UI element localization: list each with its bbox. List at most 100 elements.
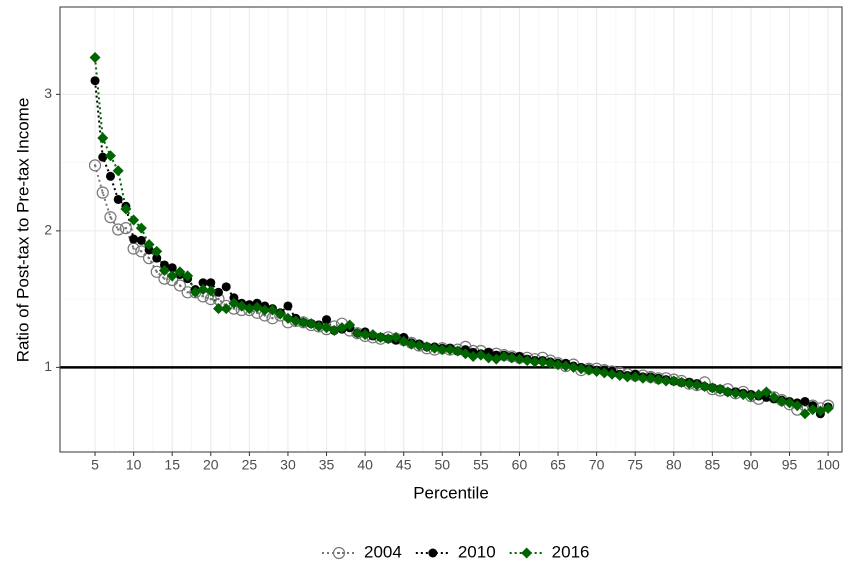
point-dot	[109, 216, 112, 219]
point	[390, 331, 402, 343]
point	[313, 320, 325, 332]
point	[221, 282, 231, 292]
point	[152, 253, 162, 263]
point	[129, 234, 139, 244]
point	[297, 316, 309, 328]
x-tick-label: 35	[319, 457, 335, 473]
point-dot	[140, 250, 143, 253]
point	[351, 327, 363, 339]
point	[167, 263, 177, 273]
point	[421, 341, 433, 353]
x-tick-label: 65	[550, 457, 566, 473]
point	[668, 375, 680, 387]
point-dot	[132, 247, 135, 250]
point	[174, 266, 186, 278]
point	[768, 391, 780, 403]
point-dot	[201, 295, 205, 298]
x-tick-label: 100	[816, 457, 840, 473]
y-tick-label: 2	[44, 222, 52, 238]
point	[213, 287, 223, 297]
point	[521, 547, 533, 559]
point-dot	[337, 551, 341, 555]
point	[822, 402, 834, 414]
point	[182, 270, 194, 282]
point	[537, 356, 549, 368]
point	[105, 171, 115, 181]
point	[544, 357, 556, 369]
point	[800, 396, 810, 406]
x-tick-label: 55	[473, 457, 489, 473]
point	[267, 304, 279, 316]
point	[444, 344, 456, 356]
point-dot	[93, 164, 97, 167]
point	[567, 361, 579, 373]
x-tick-label: 15	[164, 457, 180, 473]
x-tick-label: 60	[512, 457, 528, 473]
x-tick-label: 85	[705, 457, 721, 473]
point	[722, 386, 734, 398]
point	[706, 382, 718, 394]
point	[375, 331, 387, 343]
point	[128, 214, 140, 226]
x-tick-label: 10	[126, 457, 142, 473]
point-dot	[116, 228, 120, 231]
point	[598, 367, 610, 379]
y-tick-label: 1	[44, 358, 52, 374]
point	[691, 379, 703, 391]
point	[205, 285, 217, 297]
x-tick-label: 40	[357, 457, 373, 473]
point	[730, 387, 742, 399]
point	[606, 368, 618, 380]
x-tick-label: 25	[242, 457, 258, 473]
point	[521, 355, 533, 367]
x-tick-label: 30	[280, 457, 296, 473]
x-tick-label: 95	[782, 457, 798, 473]
point-dot	[209, 297, 212, 301]
point	[98, 152, 108, 162]
point	[97, 132, 109, 144]
point	[614, 370, 626, 382]
point	[791, 400, 803, 412]
point	[513, 353, 525, 365]
point	[158, 264, 170, 276]
point	[359, 329, 371, 341]
point	[136, 235, 146, 245]
point	[112, 165, 124, 177]
point	[206, 278, 216, 288]
point-ring	[119, 222, 132, 235]
x-tick-label: 45	[396, 457, 412, 473]
point	[143, 239, 155, 251]
point	[560, 360, 572, 372]
legend: 2004 2010 2016	[322, 542, 589, 561]
point-ring	[104, 211, 117, 224]
y-axis-title: Ratio of Post-tax to Pre-tax Income	[13, 98, 32, 363]
point	[274, 308, 286, 320]
point	[173, 279, 187, 292]
point	[135, 222, 147, 234]
point	[506, 352, 518, 364]
point-dot	[271, 317, 274, 320]
point	[776, 395, 788, 407]
panel-border	[59, 6, 843, 453]
point-dot	[163, 277, 166, 280]
point	[104, 150, 116, 162]
point	[436, 344, 448, 356]
point-dot	[101, 191, 104, 194]
point	[652, 374, 664, 386]
panel-background	[60, 7, 842, 452]
point	[197, 284, 209, 296]
point	[745, 390, 757, 402]
point-dot	[217, 297, 220, 301]
point	[259, 304, 271, 316]
point	[382, 333, 394, 345]
point	[629, 371, 641, 383]
point	[660, 375, 672, 387]
point	[290, 315, 302, 327]
point	[322, 315, 332, 325]
point	[552, 359, 564, 371]
y-tick-label: 3	[44, 85, 52, 101]
point-dot	[124, 226, 128, 230]
point-ring	[96, 186, 109, 199]
point	[699, 380, 711, 392]
